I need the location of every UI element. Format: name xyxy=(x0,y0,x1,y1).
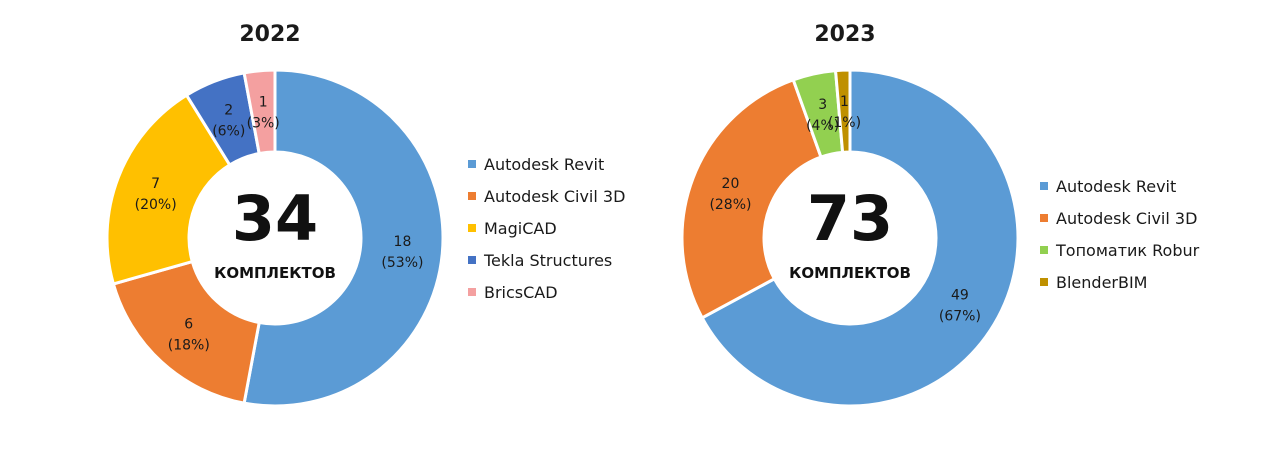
legend-item: Топоматик Robur xyxy=(1040,234,1199,266)
slice-value-label: 20 xyxy=(722,176,740,192)
legend-swatch xyxy=(1040,278,1048,286)
legend-swatch xyxy=(468,256,476,264)
slice-value-label: 1 xyxy=(840,94,849,110)
donut-slice-autodesk-civil-3d xyxy=(680,77,823,320)
legend-swatch xyxy=(1040,246,1048,254)
slice-value-label: 2 xyxy=(224,103,233,119)
legend-swatch xyxy=(468,160,476,168)
legend-label: BricsCAD xyxy=(484,282,558,302)
donut-slice-autodesk-revit xyxy=(242,68,445,408)
donut-chart-2022: 18 (53%) 6 (18%) 7 (20%) 2 (6%) 1 (3%) 34 КОМПЛЕКТО… xyxy=(105,68,445,408)
chart-legend: Autodesk Revit Autodesk Civil 3D MagiCAD Te… xyxy=(468,148,625,308)
legend-swatch xyxy=(1040,214,1048,222)
donut-slice-autodesk-revit xyxy=(700,68,1020,408)
slice-percent-label: (4%) xyxy=(806,118,839,134)
legend-swatch xyxy=(468,288,476,296)
slice-value-label: 1 xyxy=(259,95,268,111)
slice-percent-label: (3%) xyxy=(247,116,280,132)
legend-item: BricsCAD xyxy=(468,276,625,308)
slice-value-label: 6 xyxy=(184,317,193,333)
slice-value-label: 7 xyxy=(151,176,160,192)
chart-panel-2022: 2022 18 (53%) 6 (18%) 7 (20%) 2 (6%) 1 (3%) 34 КОМП… xyxy=(105,22,625,408)
legend-item: Tekla Structures xyxy=(468,244,625,276)
slice-value-label: 18 xyxy=(394,234,412,250)
slice-percent-label: (53%) xyxy=(381,255,423,271)
legend-label: Autodesk Civil 3D xyxy=(1056,208,1198,228)
slice-percent-label: (18%) xyxy=(168,338,210,354)
legend-label: Autodesk Revit xyxy=(1056,176,1177,196)
legend-label: MagiCAD xyxy=(484,218,557,238)
legend-swatch xyxy=(468,192,476,200)
legend-label: Autodesk Civil 3D xyxy=(484,186,626,206)
center-total-label: КОМПЛЕКТОВ xyxy=(789,264,911,282)
legend-label: Autodesk Revit xyxy=(484,154,605,174)
legend-label: Топоматик Robur xyxy=(1056,240,1200,260)
slice-percent-label: (20%) xyxy=(135,197,177,213)
chart-title: 2023 xyxy=(814,22,876,47)
donut-chart-2023: 49 (67%) 20 (28%) 3 (4%)1 (1%) 73 КОМПЛЕКТОВ xyxy=(680,68,1020,408)
legend-item: Autodesk Revit xyxy=(1040,170,1199,202)
legend-item: Autodesk Civil 3D xyxy=(1040,202,1199,234)
donut-slice-bricscad xyxy=(242,68,277,156)
slice-value-label: 49 xyxy=(951,288,969,304)
center-total-value: 73 xyxy=(807,182,893,255)
legend-item: Autodesk Revit xyxy=(468,148,625,180)
donut-slice-autodesk-civil-3d xyxy=(111,259,261,405)
chart-legend: Autodesk Revit Autodesk Civil 3D Топоматик… xyxy=(1040,170,1199,298)
donut-slice-magicad xyxy=(105,93,232,286)
slice-percent-label: (6%) xyxy=(212,124,245,140)
slice-value-label: 3 xyxy=(818,97,827,113)
center-total-label: КОМПЛЕКТОВ xyxy=(214,264,336,282)
legend-swatch xyxy=(1040,182,1048,190)
donut-slice-blenderbim xyxy=(833,68,852,154)
slice-percent-label: (28%) xyxy=(709,197,751,213)
legend-label: BlenderBIM xyxy=(1056,272,1148,292)
legend-item: BlenderBIM xyxy=(1040,266,1199,298)
slice-percent-label: (67%) xyxy=(939,309,981,325)
chart-panel-2023: 2023 49 (67%) 20 (28%) 3 (4%) 1 (1%) 73 КОМПЛЕКТО… xyxy=(640,0,1280,450)
legend-swatch xyxy=(468,224,476,232)
slice-percent-label: (1%) xyxy=(828,115,861,131)
legend-label: Tekla Structures xyxy=(484,250,613,270)
center-total-value: 34 xyxy=(232,182,318,255)
chart-title: 2022 xyxy=(239,22,301,47)
legend-item: Autodesk Civil 3D xyxy=(468,180,625,212)
legend-item: MagiCAD xyxy=(468,212,625,244)
